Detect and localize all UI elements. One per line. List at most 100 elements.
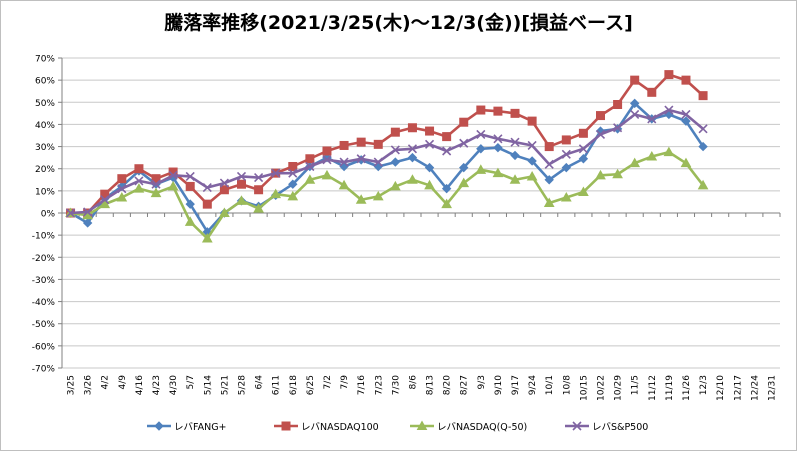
data-point	[646, 151, 658, 161]
data-point	[254, 173, 264, 183]
data-point	[493, 106, 503, 116]
data-point	[288, 168, 298, 178]
data-point	[117, 174, 127, 184]
x-tick-label: 10/29	[614, 375, 624, 401]
data-point	[372, 190, 384, 201]
data-point	[493, 142, 503, 153]
data-point	[595, 129, 606, 139]
data-point	[698, 141, 708, 152]
x-tick-label: 4/23	[152, 375, 162, 395]
data-point	[390, 180, 401, 191]
y-tick-label: 60%	[35, 77, 55, 87]
data-point	[680, 157, 692, 168]
legend-item: レバFANG+	[147, 421, 227, 433]
data-point	[681, 116, 691, 126]
data-point	[681, 75, 691, 85]
data-point	[373, 157, 383, 167]
data-point	[407, 174, 418, 184]
y-tick-label: -70%	[32, 365, 56, 375]
x-tick-label: 7/2	[323, 375, 333, 389]
legend-item: レバNASDAQ(Q-50)	[410, 420, 527, 433]
data-point	[596, 111, 605, 121]
x-tick-label: 11/26	[682, 375, 692, 401]
data-point	[134, 176, 144, 186]
data-point	[390, 157, 401, 167]
data-point	[612, 168, 623, 179]
data-point	[151, 179, 161, 189]
legend-label: レバS&P500	[592, 422, 648, 433]
data-point	[613, 100, 623, 109]
data-point	[459, 138, 469, 148]
data-point	[151, 174, 161, 184]
x-tick-label: 10/15	[579, 375, 589, 401]
data-point	[134, 164, 144, 174]
data-point	[219, 185, 229, 195]
x-tick-label: 5/14	[203, 375, 213, 395]
data-point	[117, 184, 127, 194]
data-point	[356, 137, 366, 147]
data-point	[629, 98, 640, 109]
x-tick-label: 7/9	[340, 375, 350, 390]
data-point	[356, 154, 366, 164]
data-point	[647, 87, 657, 97]
data-point	[133, 183, 145, 193]
data-point	[99, 198, 111, 209]
series-line	[70, 108, 704, 215]
data-point	[476, 144, 486, 154]
data-point	[185, 181, 195, 191]
data-point	[698, 124, 708, 134]
x-tick-label: 12/24	[750, 375, 760, 401]
data-point	[322, 155, 332, 165]
data-point	[338, 179, 350, 190]
series-2	[66, 70, 708, 218]
data-point	[442, 146, 452, 156]
data-point	[698, 91, 708, 101]
y-tick-labels: 70% 60% 50% 40% 30% 20% 10% 0% -10% -20% -30% -40% -…	[32, 55, 56, 375]
x-tick-label: 4/2	[101, 375, 111, 389]
data-point	[510, 137, 520, 147]
data-point	[321, 169, 333, 180]
data-point	[578, 128, 588, 138]
data-point	[82, 218, 93, 228]
x-tick-label: 8/13	[426, 375, 436, 395]
data-point	[578, 144, 588, 154]
data-point	[219, 178, 229, 188]
data-point	[543, 197, 555, 208]
data-point	[168, 170, 178, 180]
x-tick-label: 4/9	[118, 375, 128, 390]
data-point	[476, 105, 486, 115]
x-tick-label: 4/30	[169, 375, 179, 395]
data-point	[355, 194, 367, 204]
data-point	[407, 152, 418, 163]
data-point	[288, 162, 298, 171]
data-point	[664, 70, 674, 80]
legend-label: レバNASDAQ100	[301, 422, 379, 433]
data-point	[339, 140, 349, 150]
x-tick-label: 3/25	[67, 375, 77, 395]
data-point	[424, 162, 435, 173]
data-point	[339, 157, 349, 167]
data-point	[458, 177, 470, 188]
data-point	[441, 183, 452, 194]
data-point	[647, 114, 657, 124]
data-point	[560, 191, 572, 202]
data-point	[116, 191, 128, 202]
data-point	[304, 174, 316, 184]
data-point	[493, 134, 503, 144]
data-point	[510, 150, 520, 161]
x-tick-label: 6/25	[306, 375, 316, 395]
x-tick-label: 5/7	[186, 375, 196, 389]
data-point	[167, 180, 179, 191]
data-point	[219, 207, 230, 217]
data-point	[236, 171, 247, 182]
series-4	[65, 105, 708, 218]
data-point	[373, 161, 383, 172]
x-tick-label: 9/10	[494, 375, 504, 395]
x-tick-label: 11/19	[665, 375, 675, 401]
x-tick-label: 12/3	[699, 375, 709, 395]
y-tick-label: -60%	[32, 342, 56, 352]
data-point	[390, 145, 400, 155]
y-tick-label: -50%	[32, 320, 56, 330]
